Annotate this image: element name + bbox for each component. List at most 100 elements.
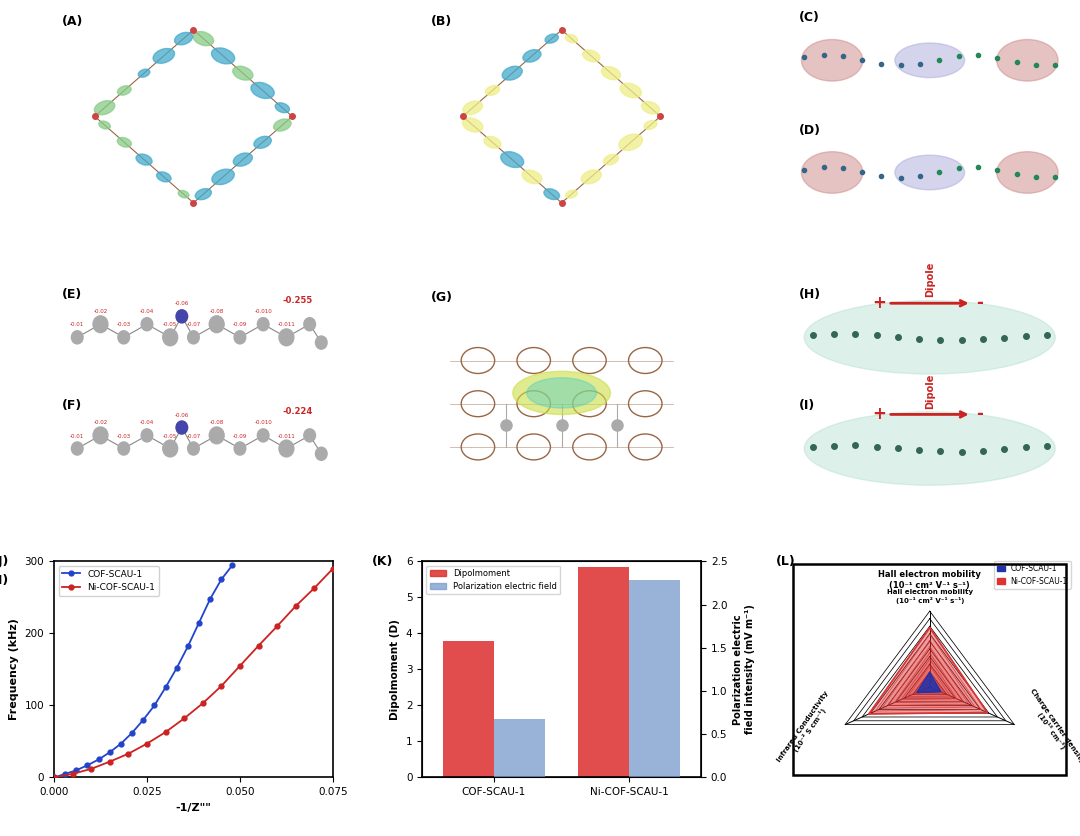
COF-SCAU-1 xyxy=(114,739,127,749)
Ni-COF-SCAU-1 xyxy=(197,698,210,708)
Ellipse shape xyxy=(805,412,1055,485)
Circle shape xyxy=(210,427,225,444)
Text: -0.011: -0.011 xyxy=(278,323,295,328)
Circle shape xyxy=(93,427,108,444)
Ellipse shape xyxy=(580,169,603,185)
Ni-COF-SCAU-1 xyxy=(233,660,246,670)
Ellipse shape xyxy=(527,378,596,408)
Circle shape xyxy=(234,331,246,344)
Ellipse shape xyxy=(805,301,1055,374)
Circle shape xyxy=(188,442,200,455)
Legend: COF-SCAU-1, Ni-COF-SCAU-1: COF-SCAU-1, Ni-COF-SCAU-1 xyxy=(994,561,1071,589)
Ellipse shape xyxy=(113,135,135,150)
Text: -0.010: -0.010 xyxy=(254,309,272,314)
Circle shape xyxy=(257,429,269,442)
Ellipse shape xyxy=(257,86,269,94)
Polygon shape xyxy=(907,665,950,696)
Line: Ni-COF-SCAU-1: Ni-COF-SCAU-1 xyxy=(52,566,335,780)
Polygon shape xyxy=(920,676,939,691)
Circle shape xyxy=(176,421,188,434)
Circle shape xyxy=(257,318,269,331)
Circle shape xyxy=(163,329,177,346)
Y-axis label: Dipolmoment (D): Dipolmoment (D) xyxy=(390,619,401,720)
Text: (J): (J) xyxy=(0,555,9,568)
Ellipse shape xyxy=(542,32,562,45)
Ni-COF-SCAU-1 xyxy=(215,681,228,691)
Ellipse shape xyxy=(211,169,235,185)
Circle shape xyxy=(279,329,294,346)
X-axis label: -1/Z"": -1/Z"" xyxy=(176,803,212,813)
Circle shape xyxy=(303,318,315,331)
COF-SCAU-1 xyxy=(181,641,194,651)
Circle shape xyxy=(118,442,130,455)
Y-axis label: Polarization electric
field intensity (mV m⁻¹): Polarization electric field intensity (m… xyxy=(733,604,755,734)
Ni-COF-SCAU-1 xyxy=(140,739,153,749)
Ellipse shape xyxy=(254,136,271,148)
Text: -0.03: -0.03 xyxy=(117,434,131,439)
Text: Infrared Conductivity
(10⁻² S cm⁻¹): Infrared Conductivity (10⁻² S cm⁻¹) xyxy=(777,690,837,767)
Ellipse shape xyxy=(600,152,621,167)
Y-axis label: Frequency (kHz): Frequency (kHz) xyxy=(9,619,19,721)
Circle shape xyxy=(315,447,327,461)
Ellipse shape xyxy=(235,155,249,165)
Ellipse shape xyxy=(997,151,1058,193)
Text: -0.03: -0.03 xyxy=(117,323,131,328)
Polygon shape xyxy=(876,634,981,711)
COF-SCAU-1 xyxy=(148,701,161,711)
Ni-COF-SCAU-1 xyxy=(159,727,172,737)
Ellipse shape xyxy=(154,49,174,63)
Text: (D): (D) xyxy=(799,124,821,136)
Text: -0.07: -0.07 xyxy=(187,323,201,328)
Circle shape xyxy=(315,336,327,349)
Polygon shape xyxy=(917,673,941,692)
Ellipse shape xyxy=(564,189,579,199)
Text: (F): (F) xyxy=(63,400,82,412)
Text: -0.05: -0.05 xyxy=(163,323,177,328)
Ni-COF-SCAU-1 xyxy=(104,757,117,767)
Circle shape xyxy=(188,331,200,344)
COF-SCAU-1 xyxy=(125,728,138,738)
Ellipse shape xyxy=(468,104,478,111)
Text: Hall electron mobility
(10⁻¹ cm² V⁻¹ s⁻¹): Hall electron mobility (10⁻¹ cm² V⁻¹ s⁻¹… xyxy=(887,589,973,604)
Text: (I): (I) xyxy=(799,400,815,412)
Ellipse shape xyxy=(504,68,519,79)
Ni-COF-SCAU-1 xyxy=(326,563,339,573)
Ellipse shape xyxy=(152,169,175,185)
COF-SCAU-1 xyxy=(81,760,94,770)
Text: (B): (B) xyxy=(431,15,451,28)
Polygon shape xyxy=(922,679,936,690)
Text: -0.05: -0.05 xyxy=(163,434,177,439)
COF-SCAU-1 xyxy=(159,682,172,692)
Circle shape xyxy=(71,442,83,455)
Ellipse shape xyxy=(275,120,288,130)
COF-SCAU-1 xyxy=(137,715,150,725)
Ellipse shape xyxy=(133,152,156,167)
Circle shape xyxy=(210,316,225,333)
Polygon shape xyxy=(869,628,987,714)
Text: -0.06: -0.06 xyxy=(175,412,189,417)
Ellipse shape xyxy=(97,120,112,130)
Legend: Dipolmoment, Polarization electric field: Dipolmoment, Polarization electric field xyxy=(427,566,561,594)
Text: Dipole: Dipole xyxy=(924,262,935,298)
Ellipse shape xyxy=(504,154,521,166)
Text: (I): (I) xyxy=(0,574,9,588)
Ellipse shape xyxy=(801,151,863,193)
COF-SCAU-1 xyxy=(104,747,117,757)
Ni-COF-SCAU-1 xyxy=(252,640,265,650)
Circle shape xyxy=(163,440,177,457)
Ellipse shape xyxy=(640,118,661,132)
Ni-COF-SCAU-1 xyxy=(122,749,135,759)
Ellipse shape xyxy=(895,43,964,78)
Ellipse shape xyxy=(138,69,150,77)
Ellipse shape xyxy=(599,65,622,81)
Text: -0.09: -0.09 xyxy=(233,323,247,328)
Ellipse shape xyxy=(482,84,502,98)
Circle shape xyxy=(118,331,130,344)
Circle shape xyxy=(141,318,152,331)
Text: (L): (L) xyxy=(777,555,796,568)
Ellipse shape xyxy=(177,33,190,43)
Ellipse shape xyxy=(525,172,539,181)
Ellipse shape xyxy=(513,371,610,415)
Circle shape xyxy=(176,310,188,323)
Text: Hall electron mobility
(10⁻¹ cm² V⁻¹ s⁻¹): Hall electron mobility (10⁻¹ cm² V⁻¹ s⁻¹… xyxy=(878,570,982,589)
